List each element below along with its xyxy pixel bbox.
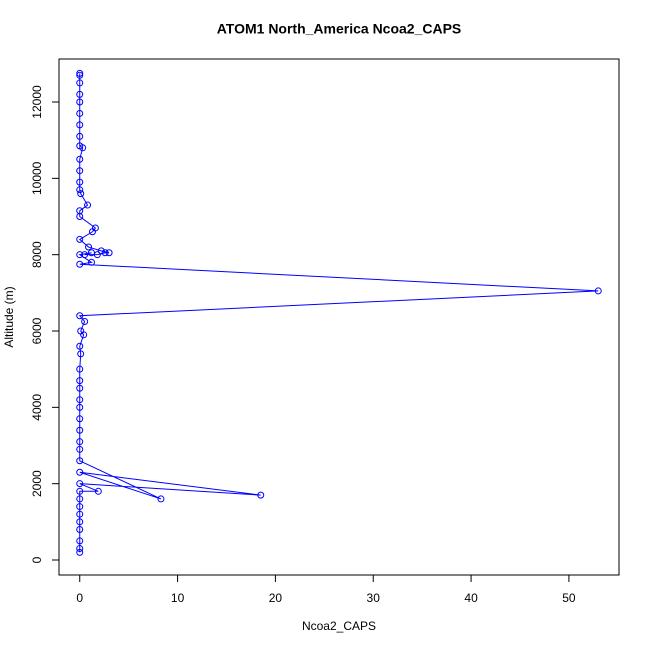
- data-point: [76, 545, 84, 553]
- data-point: [79, 144, 87, 152]
- data-point: [76, 384, 84, 392]
- y-tick-label: 2000: [30, 470, 44, 497]
- data-point: [76, 518, 84, 526]
- data-point: [76, 98, 84, 106]
- data-point: [81, 251, 89, 259]
- data-point: [76, 312, 84, 320]
- data-point: [76, 167, 84, 175]
- y-axis-label: Altitude (m): [2, 286, 16, 347]
- x-axis-label: Ncoa2_CAPS: [302, 619, 376, 633]
- data-point: [76, 480, 84, 488]
- data-point: [76, 495, 84, 503]
- data-point: [76, 342, 84, 350]
- data-point: [76, 396, 84, 404]
- x-tick-label: 10: [171, 591, 185, 605]
- x-tick-label: 20: [269, 591, 283, 605]
- data-point: [76, 132, 84, 140]
- x-tick-label: 0: [76, 591, 83, 605]
- data-point: [257, 491, 265, 499]
- data-point: [76, 79, 84, 87]
- data-point: [80, 331, 88, 339]
- data-point: [76, 537, 84, 545]
- x-tick-label: 30: [367, 591, 381, 605]
- chart-title: ATOM1 North_America Ncoa2_CAPS: [217, 21, 462, 37]
- data-point: [77, 190, 85, 198]
- y-tick-label: 12000: [30, 85, 44, 119]
- data-point: [97, 247, 105, 255]
- data-point: [87, 258, 95, 266]
- data-point: [105, 249, 113, 257]
- data-point: [84, 201, 92, 209]
- data-point: [76, 503, 84, 511]
- data-point: [76, 260, 84, 268]
- data-point: [76, 525, 84, 533]
- x-tick-label: 50: [562, 591, 576, 605]
- y-tick-label: 4000: [30, 394, 44, 421]
- data-point: [87, 249, 95, 257]
- data-point: [76, 438, 84, 446]
- data-point: [85, 243, 93, 251]
- data-point: [101, 249, 109, 257]
- data-point: [76, 510, 84, 518]
- data-point: [76, 548, 84, 556]
- data-point: [76, 415, 84, 423]
- data-point: [76, 178, 84, 186]
- data-point: [76, 69, 84, 77]
- data-point: [76, 121, 84, 129]
- data-point: [76, 90, 84, 98]
- data-point: [76, 251, 84, 259]
- data-line: [78, 73, 599, 553]
- data-point: [76, 213, 84, 221]
- data-point: [76, 365, 84, 373]
- data-point: [157, 495, 165, 503]
- y-tick-label: 10000: [30, 161, 44, 195]
- data-point: [76, 426, 84, 434]
- data-point: [76, 445, 84, 453]
- data-point: [76, 377, 84, 385]
- data-point: [76, 71, 84, 79]
- data-point: [594, 287, 602, 295]
- y-tick-label: 6000: [30, 317, 44, 344]
- data-point: [76, 457, 84, 465]
- plot-frame: [58, 58, 620, 576]
- y-tick-label: 0: [30, 556, 44, 563]
- data-point: [76, 403, 84, 411]
- data-point: [77, 350, 85, 358]
- x-tick-label: 40: [464, 591, 478, 605]
- data-point: [81, 317, 89, 325]
- data-point: [76, 155, 84, 163]
- data-point: [76, 487, 84, 495]
- data-point: [94, 487, 102, 495]
- data-point: [76, 235, 84, 243]
- y-tick-label: 8000: [30, 241, 44, 268]
- data-point: [76, 468, 84, 476]
- data-point: [76, 109, 84, 117]
- data-point: [88, 228, 96, 236]
- data-point: [76, 186, 84, 194]
